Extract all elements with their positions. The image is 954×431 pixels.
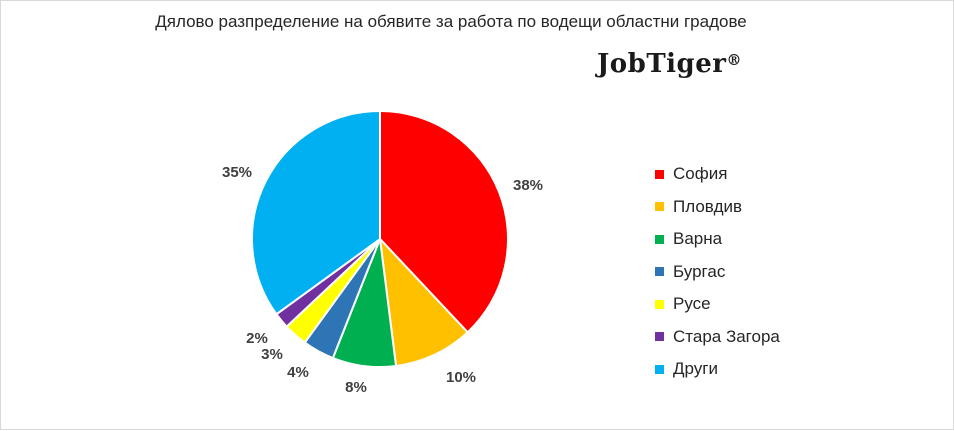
slice-data-label: 2% bbox=[246, 330, 268, 347]
legend-item: Варна bbox=[655, 223, 780, 256]
legend-item: Други bbox=[655, 353, 780, 386]
pie-slice bbox=[379, 110, 509, 334]
jobtiger-logo: JobTiger® bbox=[597, 49, 742, 79]
legend-label: Пловдив bbox=[673, 196, 743, 216]
legend-swatch bbox=[655, 299, 664, 309]
slice-data-label: 4% bbox=[287, 364, 309, 381]
legend-label: София bbox=[673, 164, 728, 184]
legend-item: Пловдив bbox=[655, 191, 780, 224]
legend-label: Русе bbox=[673, 294, 711, 314]
legend-item: Бургас bbox=[655, 256, 780, 289]
legend-label: Стара Загора bbox=[673, 326, 780, 346]
slice-data-label: 10% bbox=[446, 369, 476, 386]
logo-text: JobTiger bbox=[597, 49, 727, 79]
legend-item: Русе bbox=[655, 288, 780, 321]
pie-slice bbox=[379, 238, 469, 367]
legend-label: Варна bbox=[673, 229, 723, 249]
chart-legend: София Пловдив Варна Бургас Русе Стара Загора Д… bbox=[655, 158, 780, 386]
legend-swatch bbox=[655, 332, 664, 342]
legend-label: Бургас bbox=[673, 261, 726, 281]
legend-item: София bbox=[655, 158, 780, 191]
slice-data-label: 8% bbox=[345, 379, 367, 396]
legend-swatch bbox=[655, 234, 664, 244]
registered-mark: ® bbox=[726, 51, 742, 69]
slice-data-label: 38% bbox=[513, 177, 543, 194]
legend-label: Други bbox=[673, 359, 718, 379]
slice-data-label: 35% bbox=[222, 164, 252, 181]
chart-title: Дялово разпределение на обявите за работ… bbox=[155, 12, 747, 31]
legend-swatch bbox=[655, 202, 664, 212]
legend-swatch bbox=[655, 169, 664, 179]
pie-slice bbox=[251, 110, 381, 316]
legend-swatch bbox=[655, 364, 664, 374]
legend-swatch bbox=[655, 267, 664, 277]
legend-item: Стара Загора bbox=[655, 321, 780, 354]
slice-data-label: 3% bbox=[261, 346, 283, 363]
